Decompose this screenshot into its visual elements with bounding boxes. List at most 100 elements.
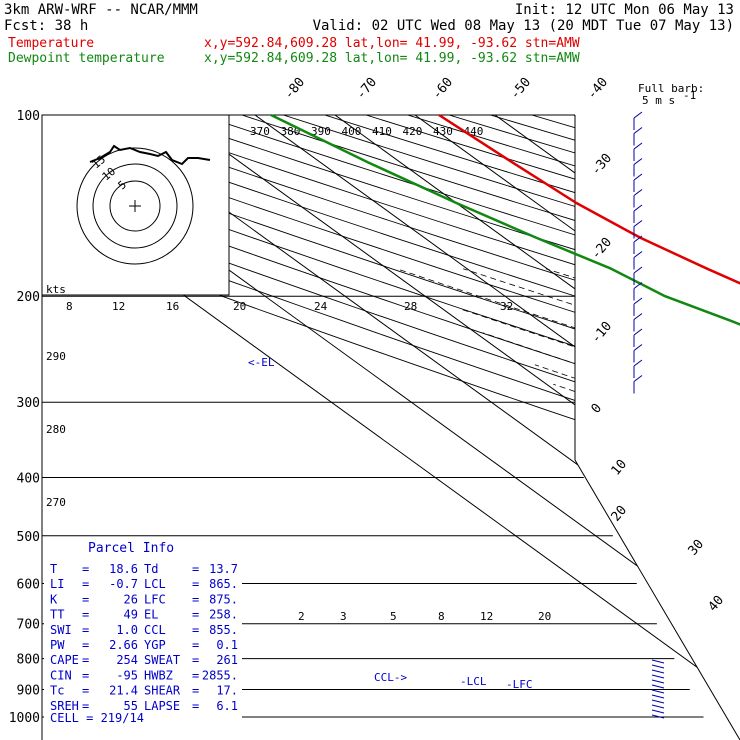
el-annotation: <-EL [248,356,275,369]
hodograph-ring [76,147,194,265]
wind-barb [651,674,665,679]
parcel-info-field: = [192,623,199,637]
parcel-info-field: -0.7 [109,577,138,591]
parcel-info-field: 55 [124,699,138,713]
moist-adiabat [482,332,740,731]
parcel-info-field: = [82,699,89,713]
parcel-info-field: = [192,699,199,713]
parcel-info-field: = [82,668,89,682]
parcel-info-field: SHEAR [144,684,181,698]
parcel-info-field: Td [144,562,158,576]
pressure-tick-label: 300 [17,396,40,411]
parcel-info-field: Tc [50,684,64,698]
parcel-info-field: LFC [144,592,166,606]
parcel-info-field: 865. [209,577,238,591]
parcel-info-field: K [50,592,58,606]
wind-barb-flag [633,328,643,336]
parcel-info-field: 258. [209,608,238,622]
wind-barb-flag [633,297,643,305]
isotherm-label: 10 [609,457,631,479]
wind-barb-flag [633,266,643,274]
parcel-info-field: 13.7 [209,562,238,576]
wind-barb-flag [633,158,643,165]
parcel-info-field: LI [50,577,64,591]
isotherm-label: 30 [686,537,708,559]
parcel-info-field: 855. [209,623,238,637]
parcel-info-field: = [192,577,199,591]
hodograph-ring [109,180,161,232]
wind-barb [651,679,665,684]
init-time: Init: 12 UTC Mon 06 May 13 [515,2,734,18]
dew-legend-info: x,y=592.84,609.28 lat,lon= 41.99, -93.62… [204,51,580,66]
right-axis [574,459,740,740]
parcel-info-field: CCL [144,623,166,637]
parcel-info-field: SREH [50,699,79,713]
pressure-tick-label: 800 [17,653,40,668]
wind-legend-value: 5 m s [642,94,675,107]
wind-barb-flag [633,313,643,320]
parcel-info-field: = [192,684,199,698]
wind-barb [651,689,665,694]
parcel-info-field: 1.0 [116,623,138,637]
isotherm-label: -80 [282,75,309,103]
isotherm-label: 40 [706,593,728,615]
isotherm-line [174,115,740,740]
dry-adiabat [42,115,740,731]
isotherm-line [94,115,740,740]
theta-label: 410 [372,125,392,138]
parcel-info-field: CAPE [50,653,79,667]
parcel-info-field: = [82,577,89,591]
dry-adiabat [531,115,740,731]
hodograph-ring [92,163,178,249]
theta-side-label: 280 [46,423,66,436]
isotherm-label: -30 [589,151,616,179]
wind-barb [651,709,665,714]
parcel-info-field: EL [144,608,158,622]
temp-legend-info: x,y=592.84,609.28 lat,lon= 41.99, -93.62… [204,36,580,51]
parcel-info-field: 49 [124,608,138,622]
model-title: 3km ARW-WRF -- NCAR/MMM [4,2,198,18]
theta-side-label: 270 [46,496,66,509]
dry-adiabat [42,115,740,731]
theta-label: 430 [433,125,453,138]
mixing-ratio-label: 5 [390,610,397,623]
parcel-info-field: 6.1 [216,699,238,713]
wind-barb [651,684,665,689]
isotherm-line [574,115,740,740]
parcel-info-field: 18.6 [109,562,138,576]
theta-label: 420 [403,125,423,138]
dry-adiabat [283,115,740,731]
forecast-hour: Fcst: 38 h [4,18,88,34]
moist-adiabat [553,383,740,731]
wind-barb [651,659,665,664]
parcel-info-field: 21.4 [109,684,138,698]
parcel-info-field: 2855. [202,668,238,682]
parcel-info-field: = [82,623,89,637]
wind-barb-flag [633,344,643,351]
wind-barb [651,699,665,704]
wind-barb-flag [633,235,643,243]
wind-barb-flag [633,142,643,150]
wind-barb-flag [633,111,643,119]
wind-barb-flag [633,251,643,258]
pressure-tick-label: 1000 [9,711,40,726]
isotherm-label: -10 [589,319,616,347]
mixing-ratio-label: 8 [438,610,445,623]
wind-barb-flag [633,375,643,382]
parcel-info-field: PW [50,638,65,652]
wind-barb [651,664,665,669]
wind-barb-flag [633,282,643,289]
wind-legend: Full barb: 5 m s -1 [638,82,704,107]
parcel-info-field: = [192,653,199,667]
lcl-annotation: -LCL [460,675,487,688]
valid-time: Valid: 02 UTC Wed 08 May 13 (20 MDT Tue … [313,18,734,34]
isotherm-label: -40 [585,75,612,103]
isotherm-label: 0 [589,401,606,417]
parcel-info-field: TT [50,608,64,622]
parcel-info-field: LAPSE [144,699,180,713]
parcel-info-field: = [82,562,89,576]
wind-barb [651,669,665,674]
wind-barb [651,714,665,719]
